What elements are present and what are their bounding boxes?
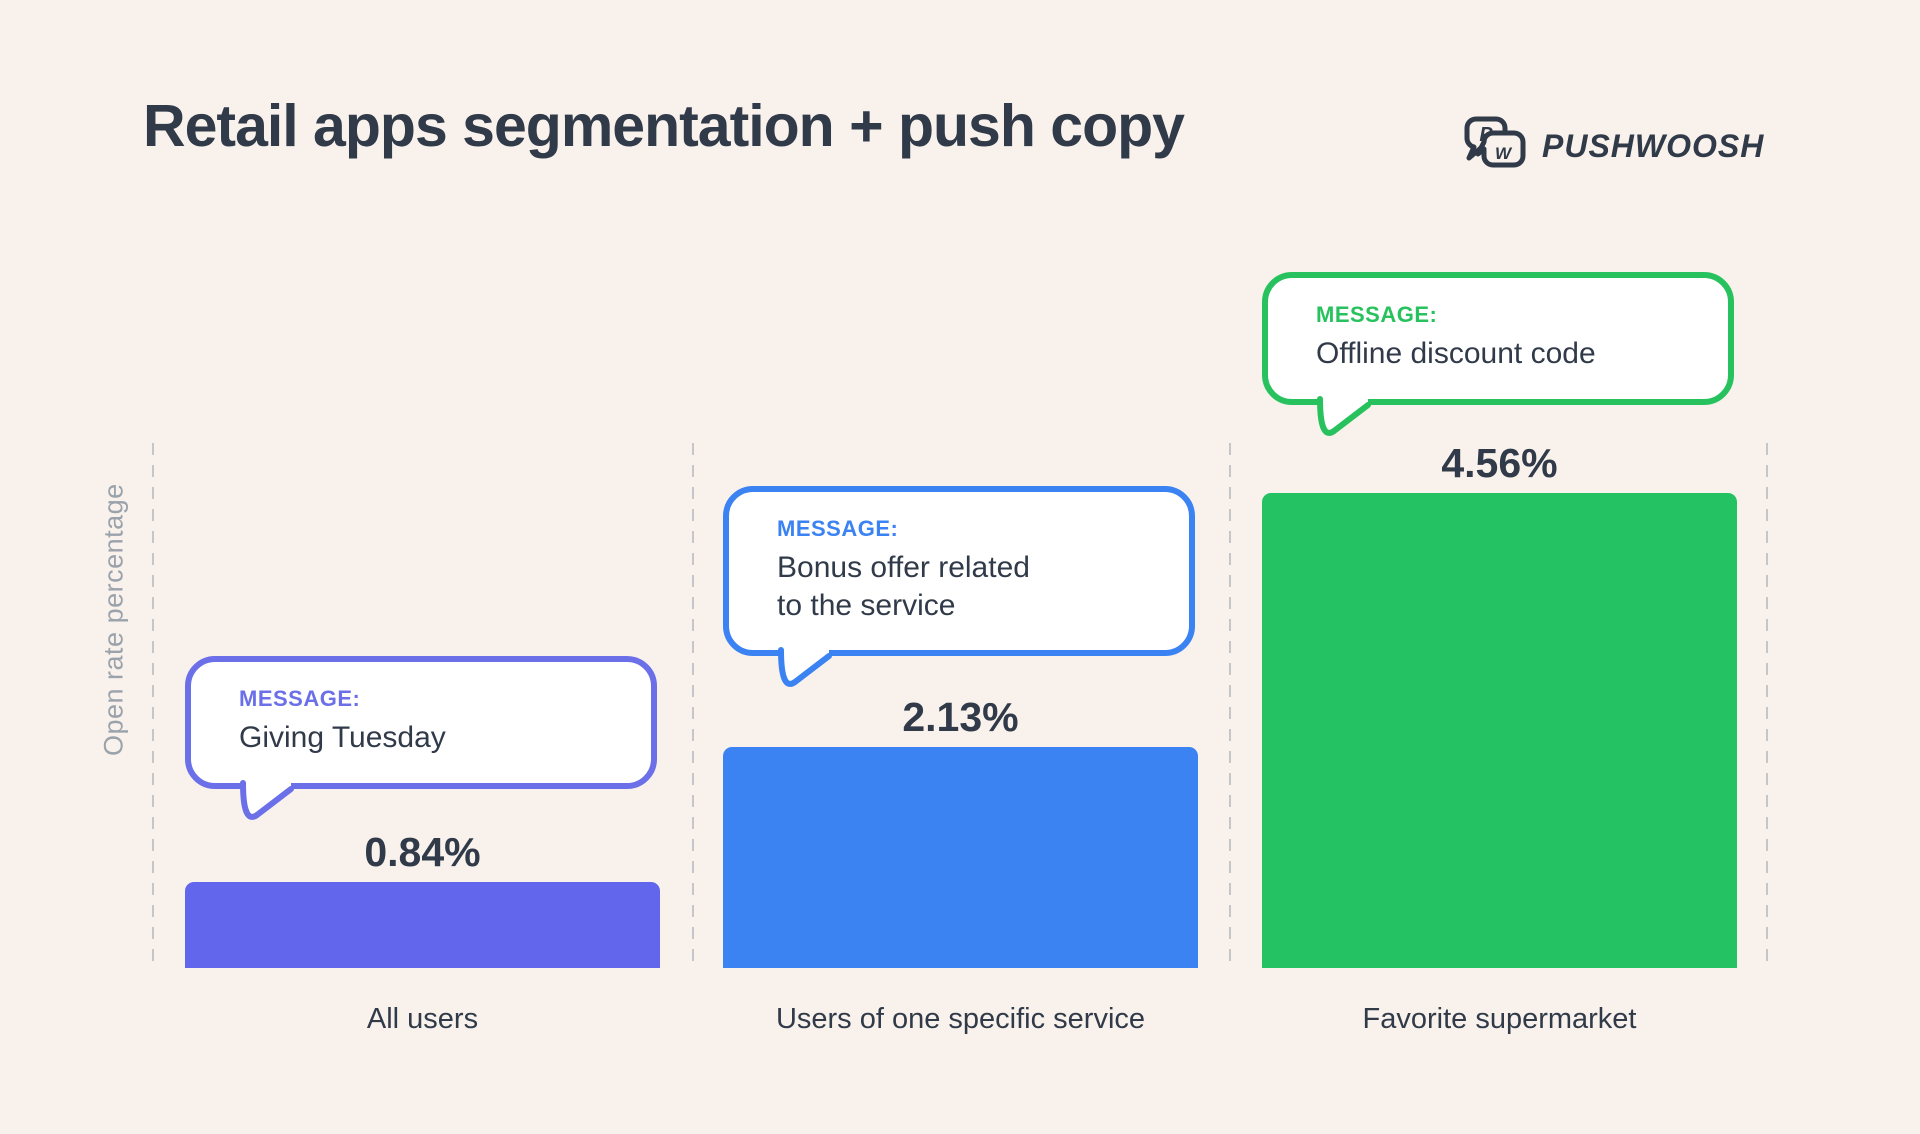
pushwoosh-logo-icon: P W — [1464, 116, 1526, 168]
bubble-tail-icon — [778, 646, 832, 687]
value-label-favorite-supermarket: 4.56% — [1441, 440, 1558, 486]
bubble-tail-icon — [240, 778, 294, 820]
dashed-gridline — [692, 443, 694, 968]
message-label: MESSAGE: — [239, 686, 361, 711]
category-label-users-one-service: Users of one specific service — [775, 1003, 1146, 1035]
bar-users-one-service — [723, 747, 1198, 968]
bar-all-users — [185, 882, 660, 968]
message-text: Bonus offer related to the service — [777, 551, 1030, 622]
dashed-gridline — [1229, 443, 1231, 968]
bar-favorite-supermarket — [1262, 493, 1737, 968]
message-bubble-offline-discount: MESSAGE: Offline discount code — [1262, 272, 1734, 436]
pushwoosh-logo: P W PUSHWOOSH — [1462, 116, 1764, 176]
message-label: MESSAGE: — [1316, 302, 1438, 327]
page-title: Retail apps segmentation + push copy — [143, 93, 1185, 159]
y-axis-label: Open rate percentage — [98, 483, 129, 757]
message-bubble-bonus-offer: MESSAGE: Bonus offer related to the serv… — [723, 486, 1195, 687]
category-label-all-users: All users — [366, 1003, 479, 1035]
bubble-tail-icon — [1317, 394, 1371, 436]
logo-letter-w: W — [1495, 144, 1513, 163]
dashed-gridline — [1766, 443, 1768, 968]
message-bubble-giving-tuesday: MESSAGE: Giving Tuesday — [185, 656, 657, 820]
value-label-users-one-service: 2.13% — [902, 694, 1019, 740]
message-text: Offline discount code — [1316, 337, 1596, 370]
message-label: MESSAGE: — [777, 516, 899, 541]
value-label-all-users: 0.84% — [364, 829, 481, 875]
brand-name: PUSHWOOSH — [1542, 127, 1765, 164]
message-text: Giving Tuesday — [239, 721, 446, 754]
dashed-gridline — [152, 443, 154, 968]
category-label-favorite-supermarket: Favorite supermarket — [1362, 1003, 1637, 1035]
